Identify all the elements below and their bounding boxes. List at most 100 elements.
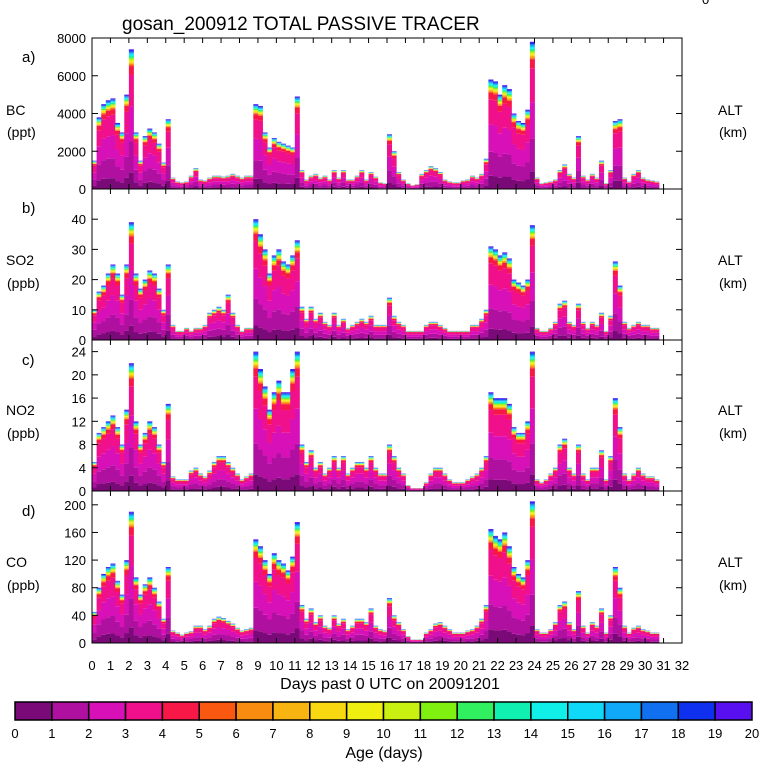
area-segment [257, 107, 263, 108]
area-segment [626, 186, 632, 189]
area-segment [405, 338, 411, 340]
area-segment [253, 112, 259, 113]
area-segment [493, 258, 499, 260]
area-segment [198, 338, 204, 340]
area-segment [276, 172, 282, 184]
area-segment [502, 268, 508, 289]
area-segment [368, 320, 374, 326]
area-segment [248, 181, 254, 185]
area-segment [529, 225, 535, 227]
area-segment [105, 281, 111, 286]
area-segment [502, 89, 508, 91]
area-segment [520, 126, 526, 127]
area-segment [165, 273, 171, 279]
area-segment [193, 329, 199, 331]
area-segment [276, 254, 282, 256]
area-segment [308, 310, 314, 313]
area-segment [262, 253, 268, 255]
area-segment [161, 315, 167, 323]
area-segment [124, 270, 130, 272]
area-segment [115, 122, 121, 124]
area-segment [557, 310, 563, 319]
area-segment [552, 329, 558, 334]
area-segment [101, 114, 107, 120]
area-segment [589, 329, 595, 334]
species-label: SO2 [6, 252, 34, 268]
area-segment [110, 314, 116, 331]
area-segment [635, 177, 641, 183]
area-segment [313, 175, 319, 177]
area-segment [529, 68, 535, 103]
area-segment [147, 271, 153, 273]
area-segment [128, 299, 134, 326]
area-segment [451, 334, 457, 337]
area-segment [442, 185, 448, 188]
area-segment [331, 186, 337, 189]
area-segment [262, 249, 268, 251]
area-segment [562, 174, 568, 181]
area-segment [119, 155, 125, 170]
area-segment [271, 256, 277, 257]
area-segment [101, 110, 107, 112]
area-segment [147, 272, 153, 273]
area-segment [276, 259, 282, 261]
area-segment [368, 174, 374, 176]
area-segment [105, 281, 111, 282]
area-segment [368, 175, 374, 179]
area-segment [110, 114, 116, 136]
area-segment [271, 263, 277, 265]
area-segment [506, 312, 512, 331]
area-segment [239, 179, 245, 180]
area-segment [359, 172, 365, 174]
area-segment [419, 332, 425, 333]
area-segment [585, 185, 591, 188]
area-segment [474, 179, 480, 180]
area-segment [359, 337, 365, 340]
area-segment [239, 336, 245, 339]
area-segment [414, 185, 420, 187]
area-segment [285, 183, 291, 189]
area-segment [271, 270, 277, 291]
area-segment [165, 119, 171, 121]
area-segment [294, 245, 300, 247]
area-segment [502, 310, 508, 330]
area-segment [511, 118, 517, 119]
area-segment [294, 104, 300, 106]
area-segment [400, 181, 406, 184]
area-segment [230, 316, 236, 318]
area-segment [128, 57, 134, 59]
area-segment [225, 181, 231, 185]
area-segment [257, 253, 263, 278]
area-segment [308, 178, 314, 182]
area-segment [276, 253, 282, 254]
area-segment [151, 277, 157, 279]
area-segment [119, 300, 125, 303]
area-segment [280, 270, 286, 271]
area-segment [331, 177, 337, 183]
area-segment [373, 327, 379, 332]
area-segment [110, 102, 116, 103]
area-segment [506, 267, 512, 269]
area-segment [101, 108, 107, 109]
area-segment [193, 186, 199, 189]
area-segment [165, 120, 171, 121]
area-segment [207, 317, 213, 324]
species-label: BC [6, 102, 25, 118]
area-segment [506, 106, 512, 130]
area-segment [133, 285, 139, 301]
area-segment [617, 119, 623, 120]
area-segment [124, 295, 130, 315]
area-segment [350, 181, 356, 184]
area-segment [124, 98, 130, 100]
area-segment [257, 235, 263, 237]
area-segment [110, 98, 116, 100]
area-segment [428, 169, 434, 171]
area-segment [165, 180, 171, 189]
area-segment [170, 327, 176, 332]
area-segment [529, 272, 535, 301]
area-segment [497, 102, 503, 104]
area-segment [262, 255, 268, 257]
area-segment [128, 61, 134, 63]
area-segment [635, 182, 641, 187]
area-segment [529, 236, 535, 238]
